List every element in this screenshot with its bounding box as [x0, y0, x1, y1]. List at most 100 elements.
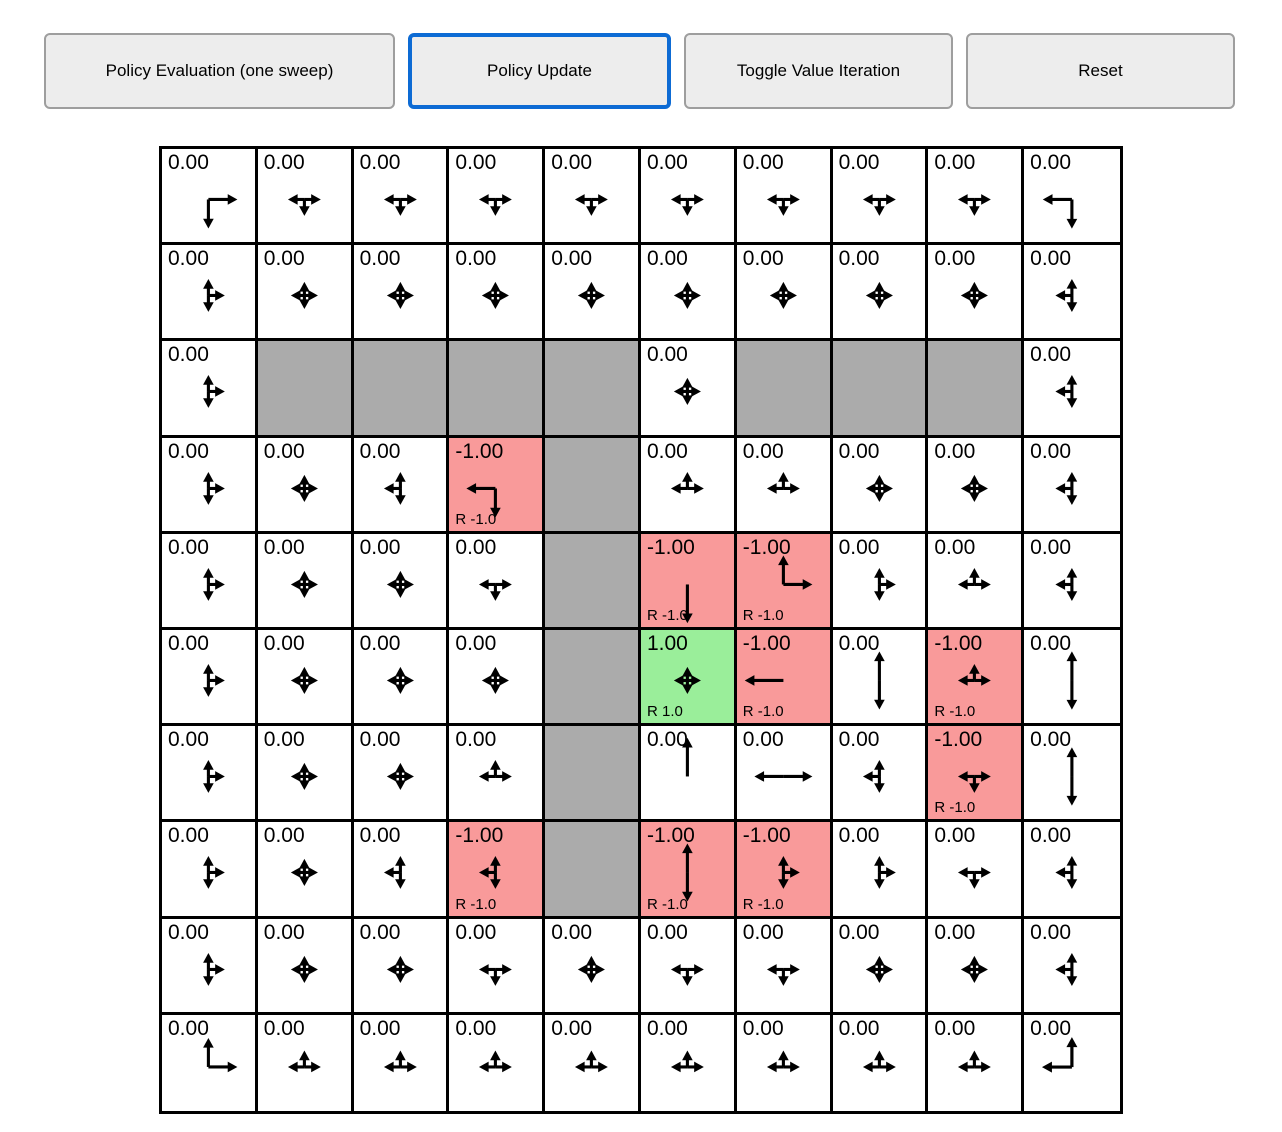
- grid-cell[interactable]: 0.00: [257, 1014, 354, 1111]
- grid-cell[interactable]: 0.00: [162, 822, 258, 919]
- grid-cell[interactable]: 0.00: [257, 822, 354, 919]
- grid-cell[interactable]: 0.00: [1024, 245, 1120, 342]
- grid-cell[interactable]: 0.00: [1024, 149, 1120, 246]
- grid-cell[interactable]: 0.00: [640, 341, 737, 438]
- grid-cell-wall[interactable]: [928, 341, 1025, 438]
- grid-cell[interactable]: 0.00: [1024, 533, 1120, 630]
- policy-evaluation-button[interactable]: Policy Evaluation (one sweep): [44, 33, 395, 109]
- grid-cell[interactable]: 0.00: [162, 918, 258, 1015]
- grid-cell[interactable]: -1.00 R -1.0: [736, 822, 833, 919]
- grid-cell[interactable]: -1.00 R -1.0: [449, 822, 546, 919]
- grid-cell[interactable]: 0.00: [928, 533, 1025, 630]
- grid-cell[interactable]: -1.00 R -1.0: [736, 533, 833, 630]
- grid-cell[interactable]: -1.00 R -1.0: [640, 533, 737, 630]
- grid-cell[interactable]: 0.00: [353, 1014, 450, 1111]
- grid-cell[interactable]: 0.00: [832, 726, 929, 823]
- grid-cell[interactable]: 0.00: [162, 1014, 258, 1111]
- grid-cell[interactable]: 0.00: [640, 245, 737, 342]
- grid-cell[interactable]: 0.00: [257, 533, 354, 630]
- grid-cell[interactable]: 0.00: [832, 437, 929, 534]
- grid-cell[interactable]: 0.00: [162, 726, 258, 823]
- grid-cell[interactable]: 0.00: [353, 822, 450, 919]
- grid-cell[interactable]: 0.00: [257, 726, 354, 823]
- grid-cell[interactable]: 0.00: [736, 437, 833, 534]
- grid-cell[interactable]: 0.00: [736, 918, 833, 1015]
- grid-cell[interactable]: 0.00: [928, 918, 1025, 1015]
- grid-cell[interactable]: 0.00: [257, 918, 354, 1015]
- grid-cell[interactable]: 0.00: [449, 533, 546, 630]
- grid-cell[interactable]: 0.00: [640, 1014, 737, 1111]
- grid-cell[interactable]: 0.00: [640, 437, 737, 534]
- grid-cell[interactable]: 0.00: [832, 629, 929, 727]
- grid-cell[interactable]: 0.00: [736, 1014, 833, 1111]
- grid-cell[interactable]: 0.00: [1024, 437, 1120, 534]
- grid-cell[interactable]: 0.00: [832, 918, 929, 1015]
- grid-cell[interactable]: 0.00: [449, 149, 546, 246]
- grid-cell[interactable]: 0.00: [257, 437, 354, 534]
- grid-cell-wall[interactable]: [353, 341, 450, 438]
- grid-cell[interactable]: 0.00: [736, 726, 833, 823]
- grid-cell[interactable]: 0.00: [928, 822, 1025, 919]
- grid-cell[interactable]: 0.00: [162, 341, 258, 438]
- grid-cell[interactable]: 0.00: [545, 149, 641, 246]
- grid-cell[interactable]: 0.00: [545, 918, 641, 1015]
- grid-cell[interactable]: -1.00 R -1.0: [449, 437, 546, 534]
- grid-cell[interactable]: 0.00: [449, 1014, 546, 1111]
- grid-cell[interactable]: 0.00: [353, 245, 450, 342]
- grid-cell[interactable]: 0.00: [353, 726, 450, 823]
- grid-cell[interactable]: 0.00: [1024, 629, 1120, 727]
- grid-cell[interactable]: -1.00 R -1.0: [928, 629, 1025, 727]
- grid-cell-wall[interactable]: [545, 822, 641, 919]
- grid-cell[interactable]: 0.00: [162, 533, 258, 630]
- grid-cell-wall[interactable]: [449, 341, 546, 438]
- grid-cell[interactable]: 0.00: [832, 822, 929, 919]
- grid-cell[interactable]: 0.00: [449, 629, 546, 727]
- grid-cell[interactable]: 0.00: [353, 918, 450, 1015]
- grid-cell[interactable]: 0.00: [545, 1014, 641, 1111]
- grid-cell-wall[interactable]: [545, 437, 641, 534]
- grid-cell[interactable]: 0.00: [353, 629, 450, 727]
- grid-cell-wall[interactable]: [545, 341, 641, 438]
- grid-cell[interactable]: 0.00: [257, 245, 354, 342]
- grid-cell[interactable]: 0.00: [928, 437, 1025, 534]
- grid-cell-wall[interactable]: [545, 533, 641, 630]
- grid-cell[interactable]: 0.00: [1024, 1014, 1120, 1111]
- grid-cell[interactable]: 0.00: [640, 726, 737, 823]
- grid-cell[interactable]: 0.00: [832, 533, 929, 630]
- grid-cell[interactable]: 0.00: [449, 726, 546, 823]
- policy-update-button[interactable]: Policy Update: [408, 33, 671, 109]
- grid-cell[interactable]: 0.00: [257, 149, 354, 246]
- grid-cell[interactable]: 0.00: [736, 149, 833, 246]
- grid-cell-wall[interactable]: [736, 341, 833, 438]
- grid-cell-wall[interactable]: [545, 726, 641, 823]
- grid-cell[interactable]: 0.00: [928, 149, 1025, 246]
- grid-cell[interactable]: 0.00: [736, 245, 833, 342]
- grid-cell[interactable]: 0.00: [640, 149, 737, 246]
- grid-cell[interactable]: 0.00: [928, 245, 1025, 342]
- grid-cell[interactable]: 0.00: [353, 437, 450, 534]
- grid-cell[interactable]: 0.00: [545, 245, 641, 342]
- grid-cell[interactable]: 0.00: [1024, 918, 1120, 1015]
- grid-cell[interactable]: -1.00 R -1.0: [736, 629, 833, 727]
- grid-cell[interactable]: 0.00: [162, 149, 258, 246]
- reset-button[interactable]: Reset: [966, 33, 1235, 109]
- grid-cell[interactable]: 0.00: [832, 149, 929, 246]
- grid-cell[interactable]: 0.00: [162, 245, 258, 342]
- grid-cell[interactable]: 0.00: [449, 918, 546, 1015]
- grid-cell[interactable]: 0.00: [1024, 341, 1120, 438]
- grid-cell[interactable]: 0.00: [353, 533, 450, 630]
- grid-cell[interactable]: 0.00: [1024, 726, 1120, 823]
- grid-cell[interactable]: 0.00: [832, 1014, 929, 1111]
- grid-cell[interactable]: 1.00 R 1.0: [640, 629, 737, 727]
- grid-cell[interactable]: 0.00: [162, 437, 258, 534]
- grid-cell[interactable]: 0.00: [353, 149, 450, 246]
- grid-cell[interactable]: -1.00 R -1.0: [640, 822, 737, 919]
- grid-cell[interactable]: 0.00: [928, 1014, 1025, 1111]
- grid-cell[interactable]: 0.00: [640, 918, 737, 1015]
- grid-cell[interactable]: 0.00: [832, 245, 929, 342]
- grid-cell[interactable]: 0.00: [1024, 822, 1120, 919]
- grid-cell-wall[interactable]: [832, 341, 929, 438]
- grid-cell[interactable]: 0.00: [449, 245, 546, 342]
- grid-cell[interactable]: -1.00 R -1.0: [928, 726, 1025, 823]
- grid-cell[interactable]: 0.00: [162, 629, 258, 727]
